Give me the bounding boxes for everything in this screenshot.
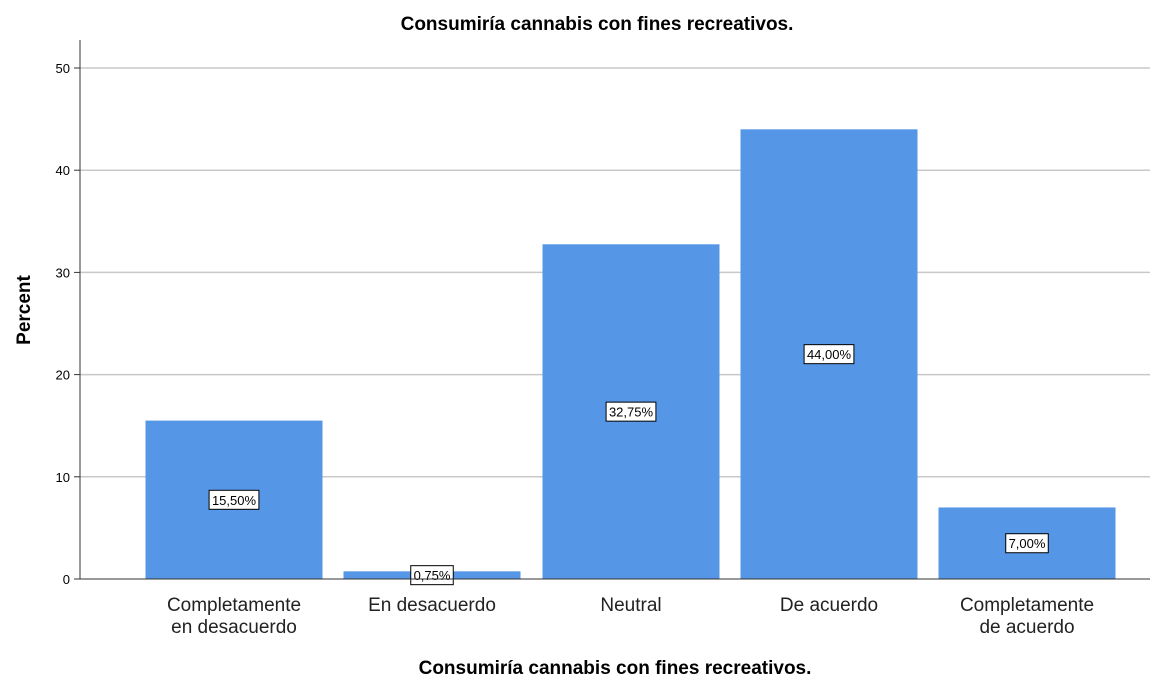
y-tick-label: 30 bbox=[56, 265, 70, 280]
data-label: 7,00% bbox=[1005, 533, 1049, 554]
data-label-box bbox=[803, 344, 855, 365]
y-tick-label: 10 bbox=[56, 470, 70, 485]
data-label-box bbox=[1005, 533, 1049, 554]
data-label-box bbox=[410, 565, 454, 586]
data-label: 0,75% bbox=[410, 565, 454, 586]
y-axis-ticks: 0 10 20 30 40 50 bbox=[56, 61, 80, 587]
x-category-label: En desacuerdo bbox=[368, 595, 496, 616]
x-axis-label: Consumiría cannabis con fines recreativo… bbox=[419, 658, 812, 679]
data-label: 15,50% bbox=[208, 489, 260, 510]
y-axis-label: Percent bbox=[14, 274, 35, 344]
data-label-text: 0,75% bbox=[414, 568, 451, 583]
x-category-label: de acuerdo bbox=[979, 617, 1074, 638]
x-category-label: De acuerdo bbox=[780, 595, 878, 616]
bars bbox=[145, 129, 1116, 580]
y-tick-label: 50 bbox=[56, 61, 70, 76]
x-category-label: Neutral bbox=[600, 595, 661, 616]
data-label-box bbox=[208, 489, 260, 510]
data-label-box bbox=[605, 401, 657, 422]
x-category-label: en desacuerdo bbox=[171, 617, 297, 638]
y-tick-label: 20 bbox=[56, 368, 70, 383]
y-tick-label: 0 bbox=[63, 572, 70, 587]
data-label-text: 7,00% bbox=[1009, 536, 1046, 551]
x-category-label: Completamente bbox=[167, 595, 301, 616]
y-tick-label: 40 bbox=[56, 163, 70, 178]
chart-title: Consumiría cannabis con fines recreativo… bbox=[401, 14, 794, 35]
x-category-label: Completamente bbox=[960, 595, 1094, 616]
data-label: 32,75% bbox=[605, 401, 657, 422]
data-label-text: 32,75% bbox=[609, 405, 654, 420]
data-label-text: 15,50% bbox=[212, 493, 257, 508]
data-label: 44,00% bbox=[803, 344, 855, 365]
data-label-text: 44,00% bbox=[807, 347, 852, 362]
